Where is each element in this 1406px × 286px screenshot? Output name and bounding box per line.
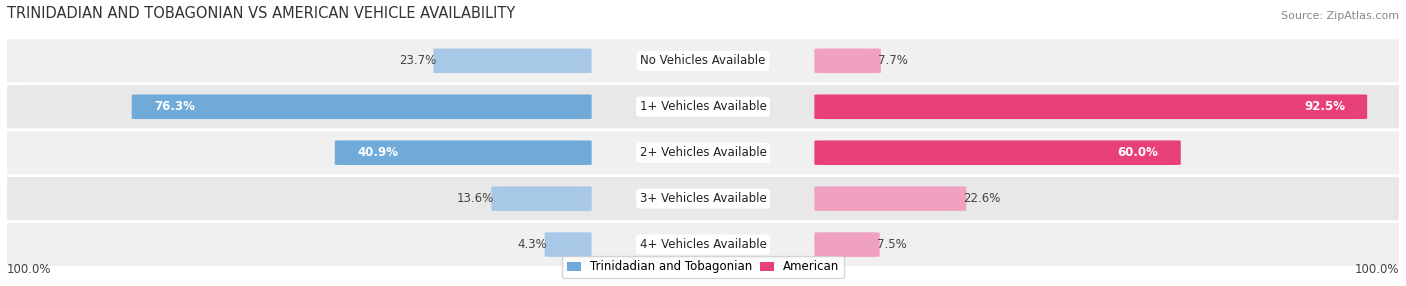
Text: 76.3%: 76.3%	[155, 100, 195, 113]
Text: 13.6%: 13.6%	[457, 192, 494, 205]
Text: 2+ Vehicles Available: 2+ Vehicles Available	[640, 146, 766, 159]
Text: 4.3%: 4.3%	[517, 238, 547, 251]
Text: Source: ZipAtlas.com: Source: ZipAtlas.com	[1281, 11, 1399, 21]
Text: 4+ Vehicles Available: 4+ Vehicles Available	[640, 238, 766, 251]
FancyBboxPatch shape	[814, 140, 1181, 165]
Text: TRINIDADIAN AND TOBAGONIAN VS AMERICAN VEHICLE AVAILABILITY: TRINIDADIAN AND TOBAGONIAN VS AMERICAN V…	[7, 6, 515, 21]
FancyBboxPatch shape	[0, 131, 1406, 174]
FancyBboxPatch shape	[814, 49, 880, 73]
Text: 100.0%: 100.0%	[7, 263, 52, 276]
Text: 3+ Vehicles Available: 3+ Vehicles Available	[640, 192, 766, 205]
Text: 40.9%: 40.9%	[357, 146, 398, 159]
FancyBboxPatch shape	[814, 232, 880, 257]
Text: 60.0%: 60.0%	[1118, 146, 1159, 159]
FancyBboxPatch shape	[433, 49, 592, 73]
FancyBboxPatch shape	[814, 94, 1367, 119]
Text: No Vehicles Available: No Vehicles Available	[640, 54, 766, 67]
FancyBboxPatch shape	[0, 177, 1406, 220]
FancyBboxPatch shape	[544, 232, 592, 257]
FancyBboxPatch shape	[335, 140, 592, 165]
FancyBboxPatch shape	[0, 85, 1406, 128]
FancyBboxPatch shape	[491, 186, 592, 211]
FancyBboxPatch shape	[0, 223, 1406, 266]
FancyBboxPatch shape	[132, 94, 592, 119]
Legend: Trinidadian and Tobagonian, American: Trinidadian and Tobagonian, American	[562, 256, 844, 278]
FancyBboxPatch shape	[814, 186, 966, 211]
Text: 1+ Vehicles Available: 1+ Vehicles Available	[640, 100, 766, 113]
Text: 92.5%: 92.5%	[1303, 100, 1346, 113]
Text: 22.6%: 22.6%	[963, 192, 1001, 205]
Text: 7.5%: 7.5%	[877, 238, 907, 251]
Text: 100.0%: 100.0%	[1354, 263, 1399, 276]
FancyBboxPatch shape	[0, 39, 1406, 82]
Text: 7.7%: 7.7%	[877, 54, 908, 67]
Text: 23.7%: 23.7%	[399, 54, 436, 67]
